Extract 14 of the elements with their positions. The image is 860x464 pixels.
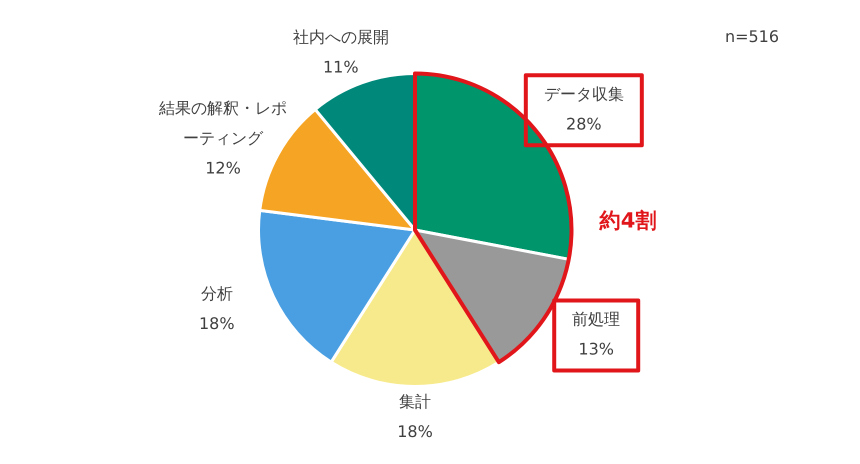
slice-label: 分析 — [200, 284, 233, 304]
data-label: 11% — [323, 57, 359, 76]
text: n=516 — [724, 27, 780, 46]
slice-label: 集計 — [399, 392, 431, 411]
text: 約4割 — [598, 208, 656, 232]
data-label: 13% — [578, 340, 614, 359]
slice-label: 社内への展開 — [292, 27, 389, 46]
slice-label: 結果の解釈・レポーティング — [158, 98, 287, 148]
data-label: 18% — [397, 422, 433, 441]
slice-label: データ収集 — [544, 84, 624, 104]
data-label: 18% — [198, 314, 235, 334]
slice-label: 前処理 — [572, 310, 620, 329]
data-label: 28% — [566, 114, 602, 134]
data-label: 12% — [205, 158, 241, 178]
